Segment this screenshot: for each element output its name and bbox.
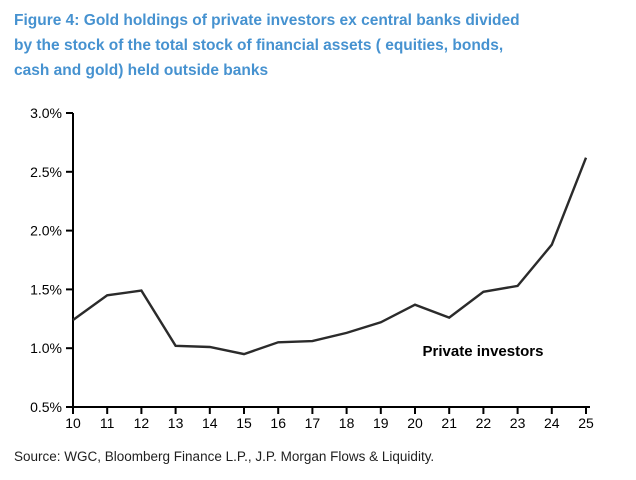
y-axis-tick-label: 1.0% xyxy=(30,340,62,356)
data-line-private-investors xyxy=(72,157,588,356)
y-axis-tick-label: 0.5% xyxy=(30,399,62,415)
x-axis-tick-label: 19 xyxy=(373,415,389,431)
x-axis-tick-label: 15 xyxy=(236,415,252,431)
x-axis-tick-label: 17 xyxy=(305,415,321,431)
x-axis-tick-label: 16 xyxy=(270,415,286,431)
source-note: Source: WGC, Bloomberg Finance L.P., J.P… xyxy=(14,449,435,464)
x-axis-tick-label: 21 xyxy=(441,415,457,431)
y-axis-tick-label: 3.0% xyxy=(30,105,62,121)
x-axis-tick-label: 23 xyxy=(510,415,526,431)
x-axis-tick-label: 14 xyxy=(202,415,218,431)
x-axis-tick-label: 22 xyxy=(476,415,492,431)
series-annotation-label: Private investors xyxy=(423,343,544,360)
x-axis-tick-label: 10 xyxy=(65,415,81,431)
x-axis-tick-label: 24 xyxy=(544,415,560,431)
y-axis-tick-label: 2.0% xyxy=(30,223,62,239)
figure-title: Figure 4: Gold holdings of private inves… xyxy=(14,8,626,83)
x-axis-tick-label: 13 xyxy=(168,415,184,431)
x-axis-tick-label: 20 xyxy=(407,415,423,431)
x-axis-tick-label: 11 xyxy=(100,415,115,431)
x-axis-tick-label: 12 xyxy=(134,415,150,431)
y-axis-tick-label: 1.5% xyxy=(30,281,62,297)
figure-title-line-3: cash and gold) held outside banks xyxy=(14,62,269,79)
figure-title-line-1: Figure 4: Gold holdings of private inves… xyxy=(14,12,520,29)
figure-title-line-2: by the stock of the total stock of finan… xyxy=(14,37,504,54)
chart-canvas: 0.5% 1.0% 1.5% 2.0% 2.5% 3.0% 10 11 12 13 14 15 16 17… xyxy=(30,105,594,431)
x-axis-tick-label: 25 xyxy=(578,415,594,431)
x-axis-tick-label: 18 xyxy=(339,415,355,431)
axis-lines xyxy=(72,113,590,408)
y-axis-tick-label: 2.5% xyxy=(30,164,62,180)
